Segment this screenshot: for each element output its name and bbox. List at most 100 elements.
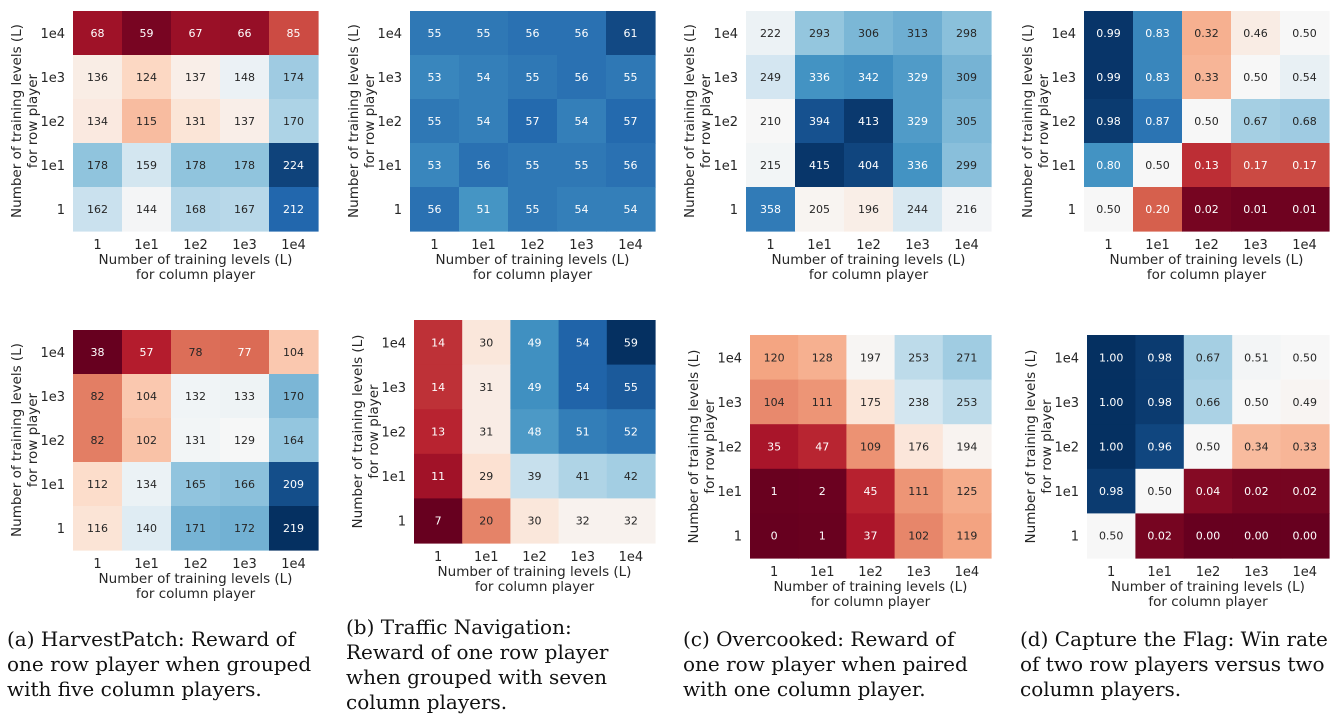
heatmap-cell <box>1280 513 1330 559</box>
x-tick-label: 1e3 <box>232 557 257 572</box>
y-tick-label: 1e3 <box>377 71 402 86</box>
heatmap-cell <box>122 11 172 56</box>
cell-value-label: 0.83 <box>1145 71 1170 84</box>
y-axis-label: Number of training levels (L) <box>1023 350 1039 544</box>
cell-value-label: 56 <box>575 27 589 40</box>
heatmap-cell <box>1280 424 1330 470</box>
heatmap-cell <box>122 462 172 507</box>
y-tick-label: 1e1 <box>377 159 402 174</box>
cell-value-label: 51 <box>576 426 590 439</box>
heatmap-cell <box>750 513 799 559</box>
heatmap-top-d: 0.99 0.83 0.32 0.46 0.50 0.99 0.83 0.33 0.50 0.54… <box>1020 11 1330 283</box>
heatmap-cell <box>510 498 560 544</box>
x-tick-label: 1 <box>93 238 101 253</box>
cell-value-label: 0.04 <box>1196 485 1221 498</box>
heatmap-cell <box>269 99 319 144</box>
cell-value-label: 67 <box>189 27 203 40</box>
cell-value-label: 102 <box>908 530 929 543</box>
y-axis-label-line2: for row player <box>698 73 714 168</box>
heatmap-cell <box>122 55 172 100</box>
y-tick-label: 1e1 <box>1054 485 1079 500</box>
cell-value-label: 238 <box>908 396 929 409</box>
cell-value-label: 59 <box>140 27 154 40</box>
heatmap-cell <box>459 55 509 100</box>
heatmap-cell <box>606 498 656 544</box>
cell-value-label: 249 <box>760 71 781 84</box>
x-tick-label: 1e2 <box>858 565 883 580</box>
heatmap-cell <box>846 468 896 514</box>
cell-value-label: 41 <box>576 470 590 483</box>
cell-value-label: 134 <box>87 115 108 128</box>
heatmap-cell <box>269 506 319 551</box>
cell-value-label: 55 <box>526 71 540 84</box>
cell-value-label: 115 <box>136 115 157 128</box>
heatmap-cell <box>1231 55 1281 100</box>
heatmap-cell <box>1133 99 1183 144</box>
heatmap-cell <box>171 99 221 144</box>
cell-value-label: 32 <box>576 515 590 528</box>
cell-value-label: 55 <box>575 159 589 172</box>
cell-value-label: 0 <box>771 530 778 543</box>
heatmap-cell <box>171 462 221 507</box>
heatmap-cell <box>893 187 943 232</box>
cell-value-label: 48 <box>528 426 542 439</box>
cell-value-label: 166 <box>234 478 255 491</box>
y-tick-label: 1e3 <box>40 71 65 86</box>
heatmap-cell <box>510 320 560 366</box>
cell-value-label: 2 <box>819 485 826 498</box>
y-tick-label: 1e1 <box>713 159 738 174</box>
cell-value-label: 0.50 <box>1096 203 1121 216</box>
cell-value-label: 120 <box>764 351 785 364</box>
x-tick-label: 1e3 <box>906 565 931 580</box>
heatmap-cell <box>269 330 319 375</box>
cell-value-label: 253 <box>908 351 929 364</box>
heatmap-cell <box>795 143 845 188</box>
heatmap-cell <box>893 11 943 56</box>
heatmap-cell <box>508 11 558 56</box>
heatmap-cell <box>942 143 992 188</box>
y-tick-label: 1 <box>57 522 65 537</box>
cell-value-label: 306 <box>858 27 879 40</box>
heatmap-cell <box>1280 335 1330 381</box>
cell-value-label: 54 <box>624 203 638 216</box>
y-axis-label: Number of training levels (L) <box>9 24 25 218</box>
cell-value-label: 78 <box>189 346 203 359</box>
cell-value-label: 109 <box>860 441 881 454</box>
heatmap-cell <box>1135 379 1185 425</box>
y-tick-label: 1e1 <box>381 470 406 485</box>
heatmap-cell <box>122 330 172 375</box>
cell-value-label: 0.99 <box>1096 71 1121 84</box>
x-tick-label: 1e1 <box>1147 565 1172 580</box>
heatmap-cell <box>1135 424 1185 470</box>
heatmap-cell <box>750 335 799 381</box>
heatmap-cell <box>894 468 944 514</box>
heatmap-cell <box>171 374 221 419</box>
cell-value-label: 178 <box>87 159 108 172</box>
y-tick-label: 1e2 <box>713 115 738 130</box>
cell-value-label: 196 <box>858 203 879 216</box>
x-tick-label: 1e1 <box>134 557 159 572</box>
x-tick-label: 1e3 <box>1243 238 1268 253</box>
cell-value-label: 309 <box>956 71 977 84</box>
cell-value-label: 0.50 <box>1099 530 1124 543</box>
heatmap-cell <box>73 99 123 144</box>
heatmap-cell <box>893 143 943 188</box>
cell-value-label: 132 <box>185 390 206 403</box>
cell-value-label: 212 <box>283 203 304 216</box>
y-tick-label: 1 <box>57 203 65 218</box>
heatmap-bottom-a: 38 57 78 77 104 82 104 132 133 170 82 102 131 129 164 1… <box>9 330 319 602</box>
heatmap-cell <box>459 187 509 232</box>
y-axis-label-line2: for row player <box>1039 399 1055 494</box>
cell-value-label: 56 <box>428 203 442 216</box>
cell-value-label: 0.50 <box>1243 71 1268 84</box>
cell-value-label: 222 <box>760 27 781 40</box>
cell-value-label: 104 <box>764 396 785 409</box>
cell-value-label: 0.87 <box>1145 115 1170 128</box>
cell-value-label: 128 <box>812 351 833 364</box>
cell-value-label: 0.50 <box>1194 115 1219 128</box>
cell-value-label: 0.01 <box>1292 203 1317 216</box>
heatmap-cell <box>220 462 270 507</box>
heatmap-top-b: 55 55 56 56 61 53 54 55 56 55 55 54 57 54 57 53 56 55 55 56… <box>346 11 656 283</box>
x-axis-label-line2: for column player <box>473 267 593 283</box>
y-tick-label: 1e3 <box>381 381 406 396</box>
